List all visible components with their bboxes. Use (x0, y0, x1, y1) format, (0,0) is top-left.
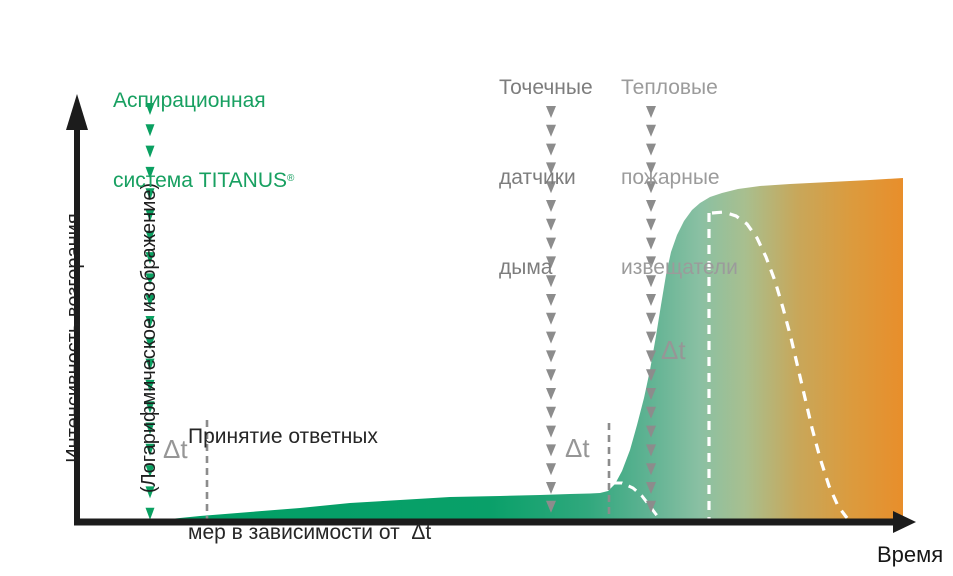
detection-marker-column-3 (646, 106, 656, 513)
down-triangle-icon (646, 256, 656, 269)
down-triangle-icon (145, 379, 155, 392)
heat-label-line1: Тепловые (621, 76, 718, 99)
down-triangle-icon (546, 369, 556, 382)
down-triangle-icon (546, 256, 556, 269)
smoke-label-line1: Точечные (499, 76, 593, 99)
aspiration-label-line2: система TITANUS® (113, 169, 295, 192)
down-triangle-icon (145, 294, 155, 307)
aspiration-system-label: Аспирационная система TITANUS® (113, 36, 294, 246)
down-triangle-icon (646, 237, 656, 250)
down-triangle-icon (145, 316, 155, 328)
down-triangle-icon (145, 507, 155, 520)
heat-label-line3: извещатели (621, 256, 738, 279)
delta-t-label-2: Δt (565, 433, 590, 463)
down-triangle-icon (145, 188, 155, 201)
down-triangle-icon (646, 350, 656, 363)
down-triangle-icon (145, 103, 155, 115)
down-triangle-icon (145, 465, 155, 478)
down-triangle-icon (646, 463, 656, 476)
heat-label-line2: пожарные (621, 166, 720, 189)
down-triangle-icon (546, 388, 556, 400)
down-triangle-icon (145, 209, 155, 222)
registered-trademark-icon: ® (287, 173, 295, 184)
down-triangle-icon (646, 425, 656, 438)
down-triangle-icon (646, 444, 656, 457)
down-triangle-icon (546, 237, 556, 250)
delta-t-label-1: Δt (163, 434, 188, 464)
down-triangle-icon (646, 482, 656, 494)
down-triangle-icon (546, 143, 556, 156)
down-triangle-icon (145, 166, 155, 179)
down-triangle-icon (145, 358, 155, 371)
down-triangle-icon (546, 482, 556, 494)
detection-marker-column-2 (546, 106, 556, 513)
down-triangle-icon (546, 406, 556, 419)
x-axis-arrowhead-icon (893, 511, 916, 533)
y-axis-label-line1: Интенсивность возгорания (63, 213, 85, 463)
smoke-label-line3: дыма (499, 256, 553, 279)
detection-marker-column-1 (145, 103, 155, 520)
down-triangle-icon (546, 294, 556, 306)
down-triangle-icon (145, 230, 155, 243)
suppressed-fire-curve-1 (582, 481, 661, 519)
down-triangle-icon (546, 425, 556, 438)
response-note-line2: мер в зависимости от Δt (188, 521, 432, 544)
smoke-label-line2: датчики (499, 166, 576, 189)
smoke-detectors-label: Точечные датчики дыма (499, 13, 593, 343)
down-triangle-icon (646, 143, 656, 156)
down-triangle-icon (646, 500, 656, 513)
down-triangle-icon (546, 331, 556, 344)
down-triangle-icon (646, 331, 656, 344)
down-triangle-icon (145, 443, 155, 456)
down-triangle-icon (145, 124, 155, 137)
down-triangle-icon (145, 145, 155, 158)
down-triangle-icon (546, 218, 556, 231)
down-triangle-icon (546, 275, 556, 288)
down-triangle-icon (546, 463, 556, 476)
down-triangle-icon (646, 162, 656, 175)
down-triangle-icon (546, 444, 556, 457)
down-triangle-icon (646, 200, 656, 212)
down-triangle-icon (546, 200, 556, 212)
response-measures-note: Принятие ответных мер в зависимости от Δ… (188, 357, 431, 576)
down-triangle-icon (546, 106, 556, 118)
aspiration-label-line1: Аспирационная (113, 89, 266, 112)
down-triangle-icon (546, 162, 556, 175)
down-triangle-icon (546, 350, 556, 363)
suppressed-fire-curve-2 (711, 210, 849, 519)
heat-detectors-label: Тепловые пожарные извещатели (621, 13, 738, 343)
y-axis-arrowhead-icon (66, 94, 88, 130)
down-triangle-icon (145, 273, 155, 286)
down-triangle-icon (546, 500, 556, 513)
down-triangle-icon (546, 181, 556, 194)
delta-t-label-3: Δt (661, 335, 686, 365)
down-triangle-icon (145, 486, 155, 499)
down-triangle-icon (546, 312, 556, 325)
down-triangle-icon (646, 294, 656, 306)
down-triangle-icon (145, 337, 155, 350)
down-triangle-icon (646, 124, 656, 137)
down-triangle-icon (646, 369, 656, 382)
down-triangle-icon (145, 401, 155, 414)
response-note-line1: Принятие ответных (188, 425, 378, 448)
x-axis-label: Время (877, 542, 944, 567)
down-triangle-icon (646, 106, 656, 118)
down-triangle-icon (646, 181, 656, 194)
y-axis-label: Интенсивность возгорания (Логарифмическо… (12, 108, 160, 568)
fire-intensity-area (150, 178, 903, 521)
down-triangle-icon (646, 275, 656, 288)
down-triangle-icon (646, 312, 656, 325)
down-triangle-icon (546, 124, 556, 137)
down-triangle-icon (646, 218, 656, 231)
down-triangle-icon (646, 388, 656, 400)
down-triangle-icon (646, 406, 656, 419)
down-triangle-icon (145, 422, 155, 435)
down-triangle-icon (145, 252, 155, 265)
